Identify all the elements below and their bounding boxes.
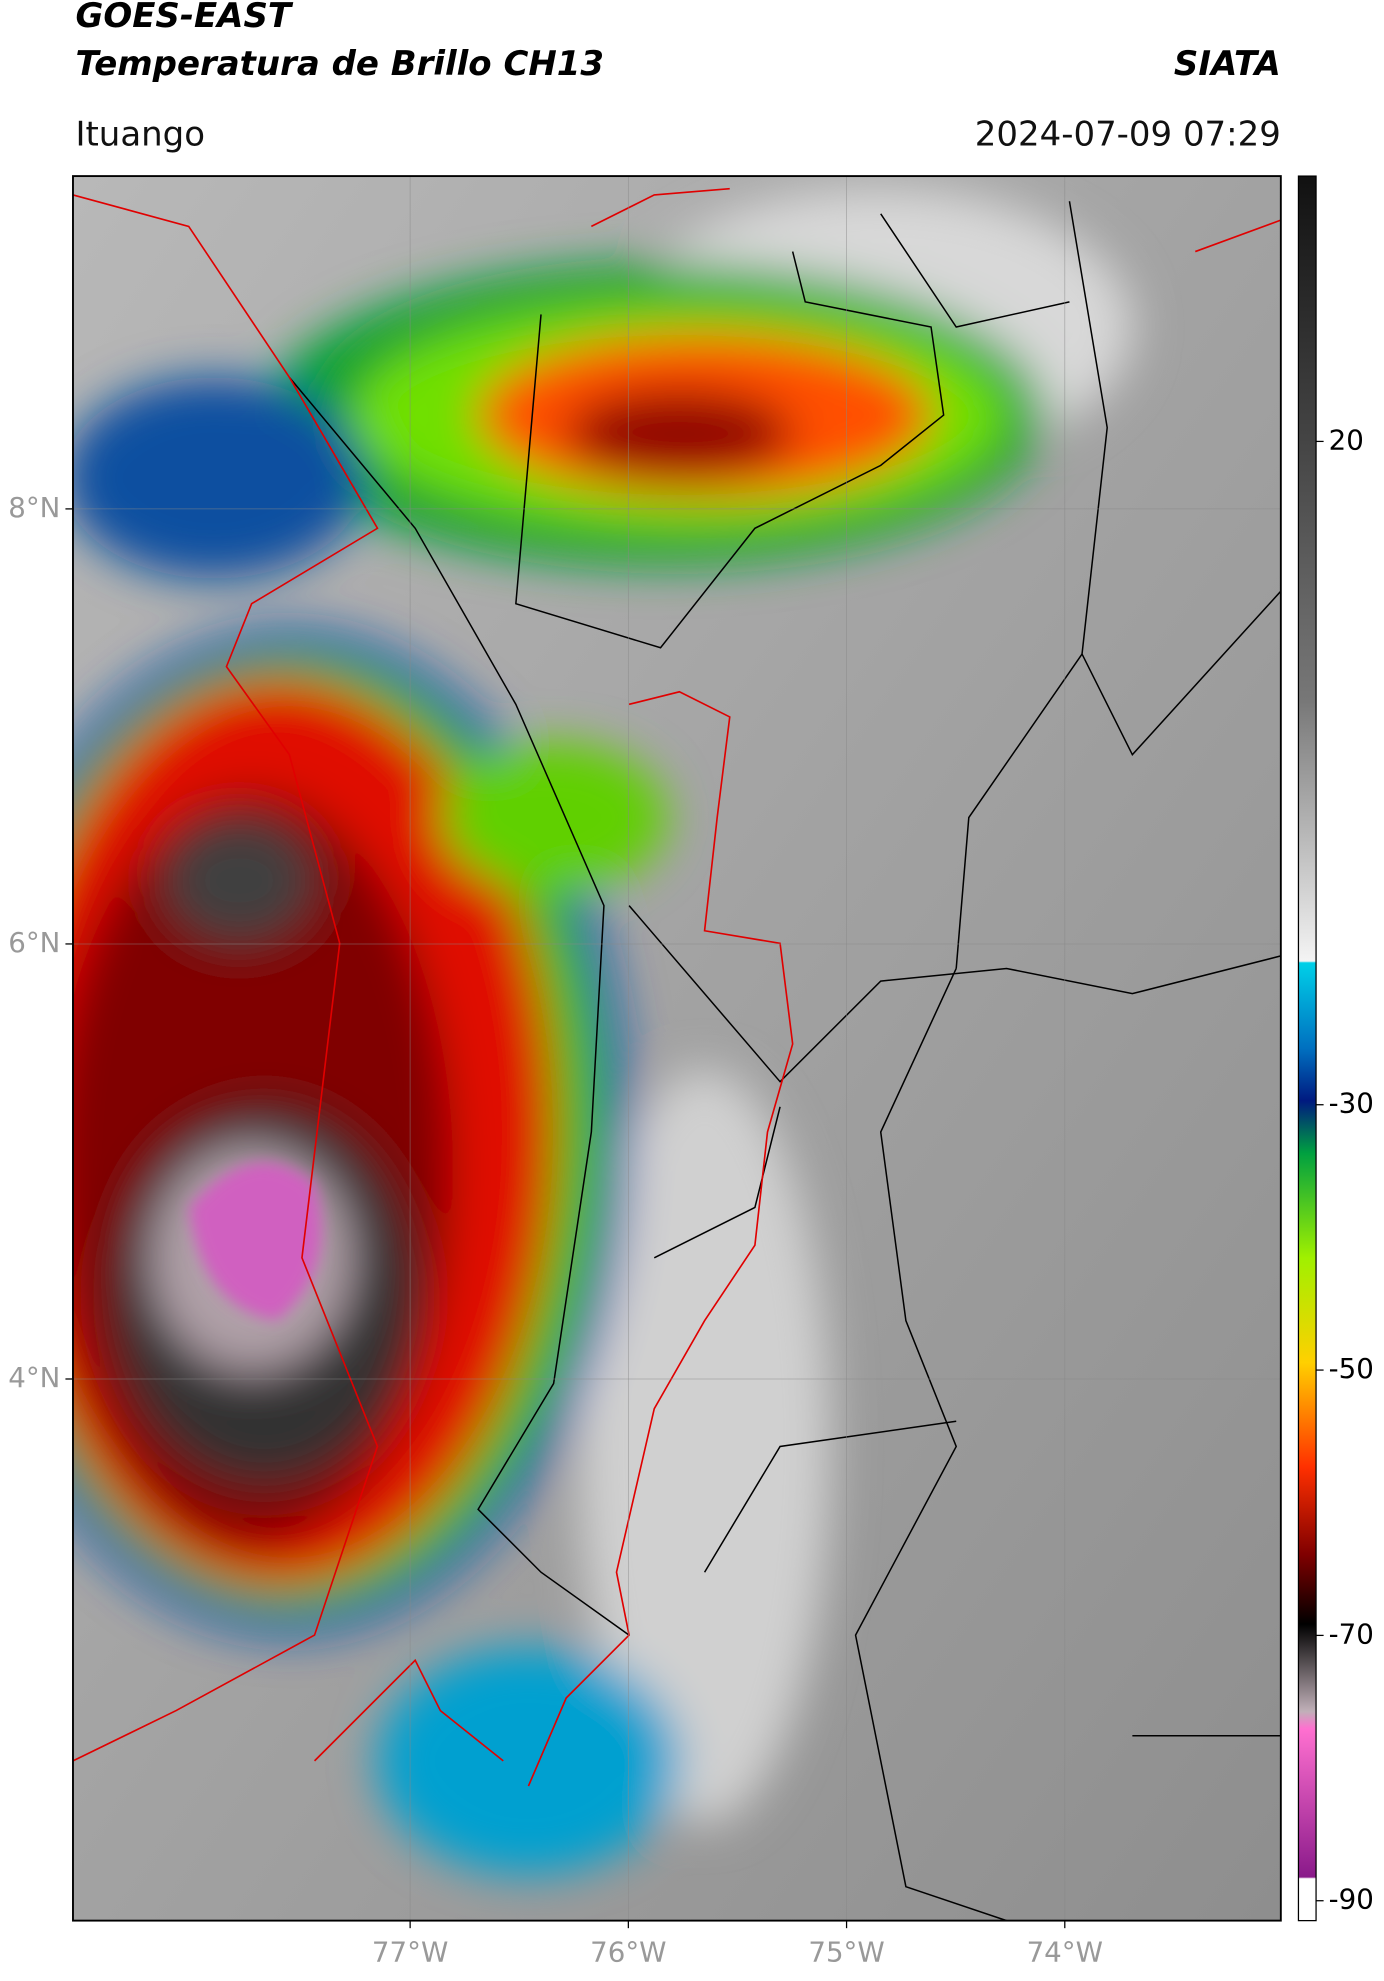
colorbar-tick-label: -30	[1329, 1087, 1374, 1120]
satellite-image	[72, 176, 1281, 1921]
colorbar-tick-label: 20	[1329, 423, 1364, 456]
x-tick-label: 75°W	[808, 1935, 884, 1968]
map-frame	[72, 175, 1282, 1922]
colorbar-tick-label: -90	[1329, 1883, 1374, 1916]
brand: SIATA	[1174, 44, 1281, 84]
colorbar	[1297, 175, 1317, 1922]
subtitle: Temperatura de Brillo CH13	[75, 44, 604, 84]
x-tick-label: 74°W	[1027, 1935, 1103, 1968]
colorbar-tick-label: -70	[1329, 1617, 1374, 1650]
colorbar-tick-label: -50	[1329, 1352, 1374, 1385]
x-tick-label: 76°W	[590, 1935, 666, 1968]
y-tick-label: 8°N	[8, 491, 60, 524]
y-tick-label: 6°N	[8, 926, 60, 959]
grid	[72, 176, 1281, 1921]
y-tick-label: 4°N	[8, 1361, 60, 1394]
timestamp: 2024-07-09 07:29	[975, 114, 1281, 154]
region: Ituango	[75, 114, 205, 154]
x-tick-label: 77°W	[372, 1935, 448, 1968]
title: GOES-EAST	[75, 0, 293, 36]
